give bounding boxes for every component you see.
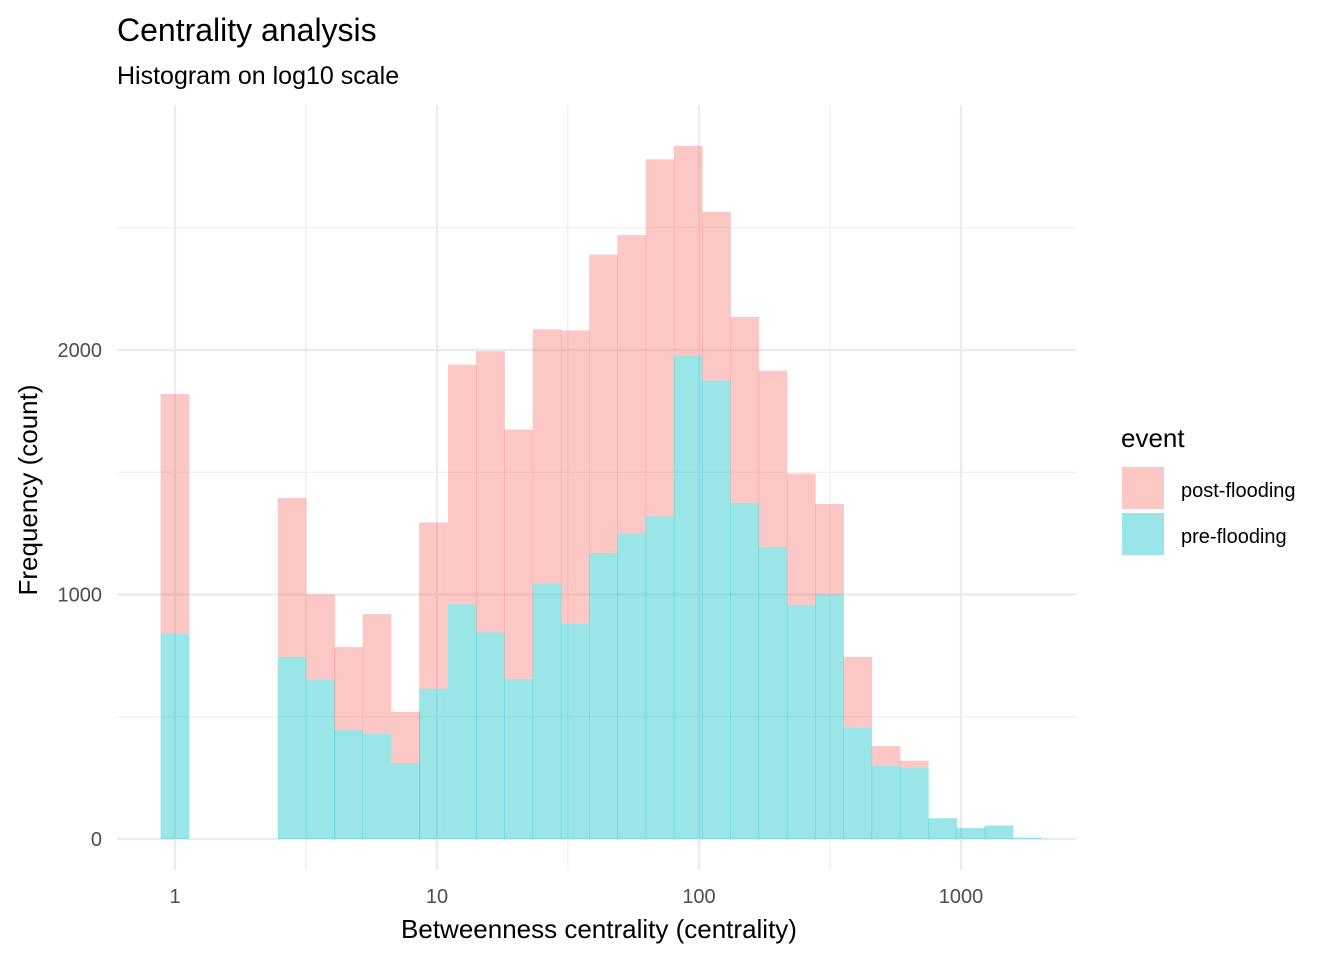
x-tick-label: 1 [169,886,180,908]
x-tick-label: 1000 [939,886,984,908]
y-axis-label: Frequency (count) [13,385,43,596]
legend-key-post-flooding [1122,467,1164,509]
y-tick-label: 1000 [58,585,103,607]
bar-post-flooding [786,473,816,606]
bar-pre-flooding [362,733,392,839]
bar-pre-flooding [532,583,562,839]
bar-post-flooding [871,746,901,766]
bar-post-flooding [419,522,448,689]
bar-pre-flooding [786,605,816,839]
x-tick-label: 100 [682,886,715,908]
bar-post-flooding [532,329,562,584]
legend-title: event [1121,423,1185,453]
bar-pre-flooding [702,380,731,839]
chart-title: Centrality analysis [117,12,377,48]
minor-gridlines [117,105,1076,870]
bar-post-flooding [277,497,307,657]
bar-post-flooding [476,351,505,633]
bar-pre-flooding [645,516,675,839]
bar-pre-flooding [334,730,364,839]
x-axis-label: Betweenness centrality (centrality) [401,914,797,944]
bar-post-flooding [391,711,421,764]
x-axis-tick-labels: 1 10 100 1000 [169,886,983,908]
bar-post-flooding [306,594,336,681]
bar-pre-flooding [899,768,929,839]
bar-pre-flooding [306,680,336,839]
bar-post-flooding [730,316,760,503]
major-gridlines [117,105,1076,870]
bar-pre-flooding [560,623,590,839]
bar-post-flooding [899,760,929,769]
bar-post-flooding [758,370,788,547]
bar-pre-flooding [871,765,901,839]
bar-pre-flooding [1012,837,1042,839]
bar-post-flooding [447,364,477,605]
bar-pre-flooding [447,604,477,839]
bar-pre-flooding [160,633,190,839]
bar-post-flooding [560,330,590,624]
y-tick-label: 2000 [58,340,103,362]
legend-label-post-flooding: post-flooding [1181,480,1296,502]
bar-pre-flooding [504,678,534,839]
legend-label-pre-flooding: pre-flooding [1181,526,1287,548]
bar-pre-flooding [476,632,505,839]
x-tick-label: 10 [426,886,448,908]
bar-post-flooding [334,647,364,731]
bar-post-flooding [843,656,873,728]
bar-pre-flooding [758,546,788,839]
bar-post-flooding [702,211,731,381]
bar-post-flooding [589,254,618,553]
bar-pre-flooding [928,818,957,839]
bar-pre-flooding [391,763,421,839]
bar-post-flooding [645,159,675,517]
bar-pre-flooding [843,727,873,839]
legend-key-pre-flooding [1122,513,1164,555]
y-tick-label: 0 [91,829,102,851]
bar-pre-flooding [617,533,647,839]
bar-pre-flooding [984,825,1014,839]
bar-pre-flooding [673,356,703,839]
bar-post-flooding [673,145,703,357]
bar-post-flooding [617,235,647,534]
bar-post-flooding [160,394,190,634]
chart-subtitle: Histogram on log10 scale [117,62,399,90]
bar-pre-flooding [589,552,618,839]
bar-pre-flooding [956,827,986,839]
y-axis-tick-labels: 0 1000 2000 [58,340,103,851]
bar-pre-flooding [277,656,307,839]
bar-post-flooding [362,614,392,734]
bar-post-flooding [504,429,534,679]
bar-post-flooding [815,504,844,595]
bar-pre-flooding [730,502,760,839]
bar-pre-flooding [815,594,844,839]
legend: event post-flooding pre-flooding [1121,423,1296,555]
bar-pre-flooding [419,688,448,839]
histogram-bars [160,145,1042,839]
